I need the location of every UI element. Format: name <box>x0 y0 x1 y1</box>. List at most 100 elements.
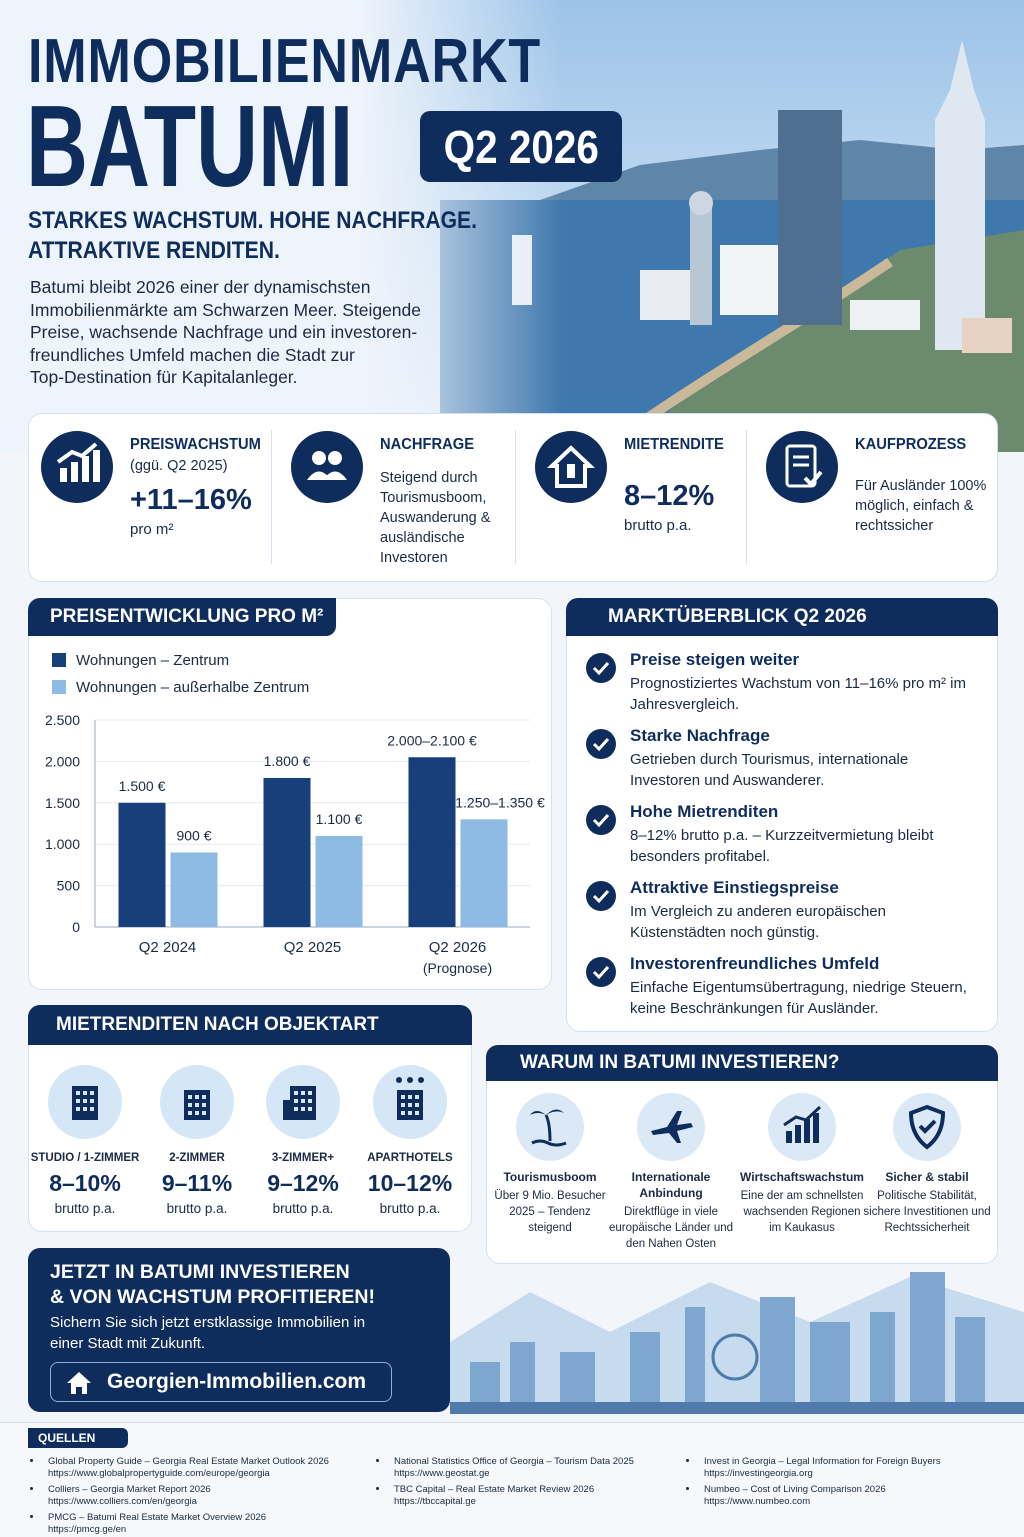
window <box>195 1103 199 1107</box>
yields-title: MIETRENDITEN NACH OBJEKTART <box>28 1005 472 1045</box>
source-name: Numbeo – Cost of Living Comparison 2026 <box>704 1484 886 1495</box>
icon-doc <box>785 444 817 488</box>
icon-bar <box>82 456 89 482</box>
intro-line: freundliches Umfeld machen die Stadt zur <box>30 344 355 365</box>
sources-title: QUELLEN <box>28 1428 128 1448</box>
kpi-subtitle: (ggü. Q2 2025) <box>130 458 228 474</box>
window <box>83 1091 87 1095</box>
ground <box>450 1402 1024 1414</box>
value-label: 900 € <box>176 827 211 843</box>
source-bullet <box>30 1459 33 1462</box>
icon-door <box>567 464 575 478</box>
source-url: https://www.geostat.ge <box>394 1468 490 1479</box>
kpi-title: PREISWACHSTUM <box>130 436 261 453</box>
tagline: STARKES WACHSTUM. HOHE NACHFRAGE. ATTRAKT… <box>28 206 477 266</box>
y-tick-label: 1.500 <box>45 795 80 811</box>
yield-unit: brutto p.a. <box>272 1201 334 1216</box>
badge-text: Q2 2026 <box>443 120 599 173</box>
badge: Q2 2026 <box>420 111 622 182</box>
bar <box>170 852 218 927</box>
palm <box>544 1114 552 1142</box>
overview-text: Einfache Eigentumsübertragung, niedrige … <box>630 979 967 1017</box>
source-name: National Statistics Office of Georgia – … <box>394 1456 634 1467</box>
why-heading: Internationale Anbindung <box>631 1170 711 1200</box>
cta-title-line: & VON WACHSTUM PROFITIEREN! <box>50 1286 375 1308</box>
bar <box>408 757 456 927</box>
intro-line: Top-Destination für Kapitalanleger. <box>30 367 298 387</box>
legend-swatch <box>52 653 66 667</box>
check-mark <box>592 813 610 828</box>
icon-circle <box>291 431 363 503</box>
y-tick-label: 500 <box>57 878 81 894</box>
check-circle <box>586 881 616 911</box>
icon <box>291 431 363 503</box>
icon <box>586 957 616 987</box>
window <box>90 1091 94 1095</box>
intro-line: Preise, wachsende Nachfrage und ein inve… <box>30 322 418 342</box>
bar <box>315 835 363 927</box>
yield-type: 2-ZIMMER <box>169 1152 225 1164</box>
divider <box>271 430 272 564</box>
check-mark <box>592 661 610 676</box>
overview-heading: Hohe Mietrenditen <box>630 802 779 821</box>
kpi: MIETRENDITE 8–12% brutto p.a. <box>624 436 754 534</box>
kpi-value: +11–16% <box>130 484 252 516</box>
icon-bar <box>93 450 100 482</box>
source-url: https://www.colliers.com/en/georgia <box>48 1496 197 1507</box>
legend-label: Wohnungen – Zentrum <box>76 652 229 669</box>
window <box>76 1099 80 1103</box>
yield-type: APARTHOTELS <box>367 1152 453 1164</box>
icon <box>535 431 607 503</box>
bar <box>263 777 311 927</box>
source-url: https://www.numbeo.com <box>704 1496 811 1507</box>
source-bullet <box>376 1459 379 1462</box>
check-mark <box>592 737 610 752</box>
icon-circle <box>768 1093 836 1161</box>
yield-unit: brutto p.a. <box>54 1201 116 1216</box>
source-name: Colliers – Georgia Market Report 2026 <box>48 1484 211 1495</box>
yield-value: 10–12% <box>367 1170 453 1196</box>
bar <box>118 802 166 927</box>
check-circle <box>586 957 616 987</box>
palm-leaf <box>530 1109 564 1115</box>
value-label: 2.000–2.100 € <box>387 732 477 748</box>
building <box>760 1297 795 1414</box>
window <box>308 1099 312 1103</box>
x-tick-label: Q2 2026 <box>429 939 487 956</box>
icon <box>41 431 113 503</box>
window <box>202 1095 206 1099</box>
window <box>83 1099 87 1103</box>
window <box>401 1103 405 1107</box>
icon <box>516 1093 584 1161</box>
window <box>408 1095 412 1099</box>
bar <box>460 819 508 927</box>
window <box>195 1111 199 1115</box>
window <box>308 1107 312 1111</box>
window <box>76 1107 80 1111</box>
window <box>76 1091 80 1095</box>
window <box>294 1107 298 1111</box>
check-circle <box>586 729 616 759</box>
divider <box>746 430 747 564</box>
why-heading: Sicher & stabil <box>885 1170 969 1184</box>
icon-bar <box>60 468 67 482</box>
tagline-line: STARKES WACHSTUM. HOHE NACHFRAGE. <box>28 207 478 234</box>
ferris-wheel <box>711 1333 759 1381</box>
chart-title: PREISENTWICKLUNG PRO M² <box>28 598 336 636</box>
window <box>202 1103 206 1107</box>
building <box>630 1332 660 1414</box>
icon <box>768 1093 836 1161</box>
check-mark <box>592 889 610 904</box>
why-title: WARUM IN BATUMI INVESTIEREN? <box>486 1045 998 1081</box>
kpi: PREISWACHSTUM (ggü. Q2 2025) +11–16% pro m² <box>130 436 261 538</box>
source-bullet <box>30 1515 33 1518</box>
y-tick-label: 0 <box>72 919 80 935</box>
overview-text: Getrieben durch Tourismus, international… <box>630 751 909 789</box>
intro-line: Batumi bleibt 2026 einer der dynamischst… <box>30 277 371 297</box>
icon <box>586 653 616 683</box>
why-text: Über 9 Mio. Besucher 2025 – Tendenz stei… <box>494 1190 606 1234</box>
yield-value: 8–10% <box>49 1170 121 1196</box>
overview-heading: Investorenfreundliches Umfeld <box>630 954 880 973</box>
kpi-title: KAUFPROZESS <box>855 436 967 453</box>
cta-link[interactable]: Georgien-Immobilien.com <box>50 1362 392 1402</box>
